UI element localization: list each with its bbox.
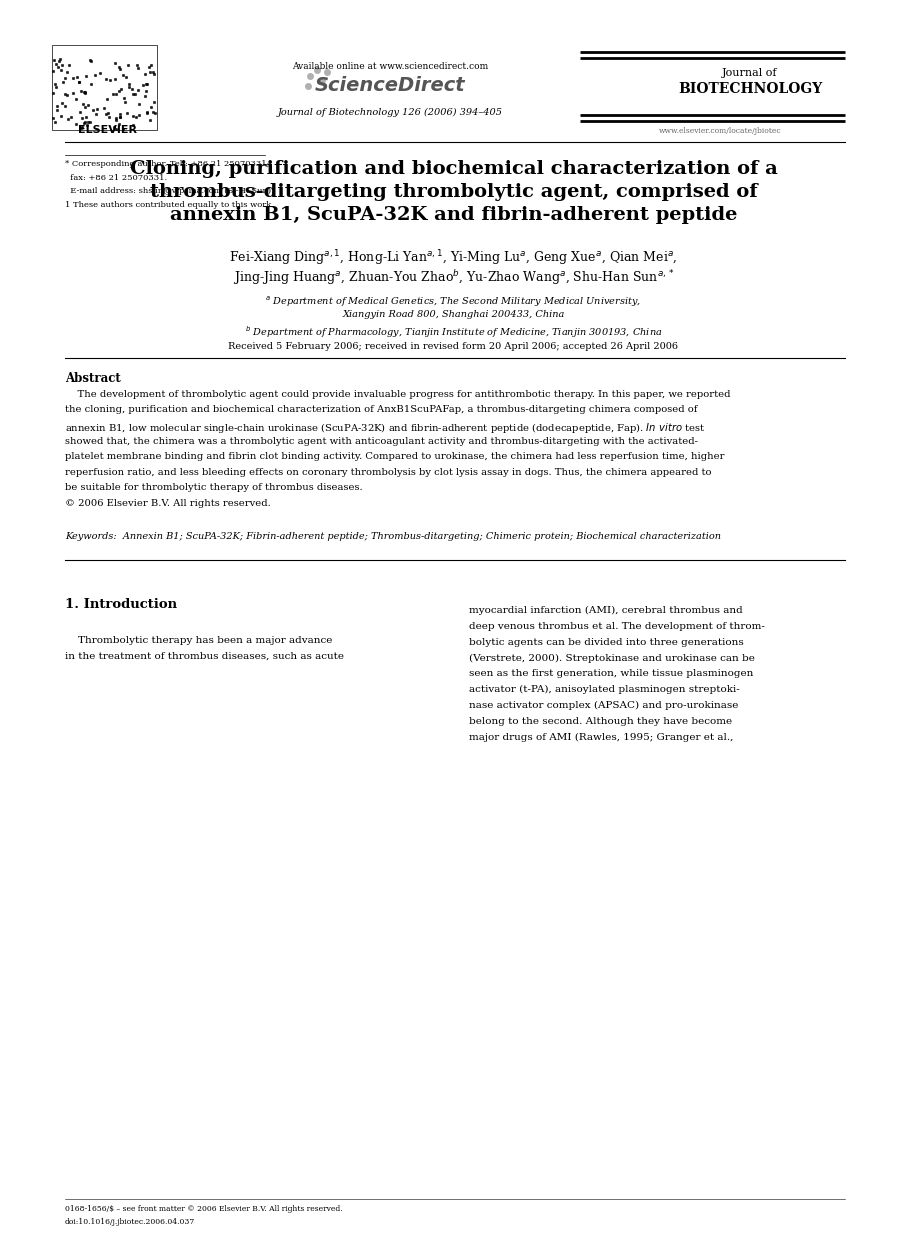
Text: $^{b}$ Department of Pharmacology, Tianjin Institute of Medicine, Tianjin 300193: $^{b}$ Department of Pharmacology, Tianj…: [245, 324, 662, 340]
Text: deep venous thrombus et al. The development of throm-: deep venous thrombus et al. The developm…: [469, 622, 765, 631]
Text: Available online at www.sciencedirect.com: Available online at www.sciencedirect.co…: [292, 62, 488, 71]
Text: Journal of: Journal of: [722, 68, 777, 78]
Text: ScienceDirect: ScienceDirect: [315, 75, 465, 95]
Text: Journal of Biotechnology 126 (2006) 394–405: Journal of Biotechnology 126 (2006) 394–…: [278, 108, 502, 118]
Text: * Corresponding author. Tel.: +86 21 25070331;: * Corresponding author. Tel.: +86 21 250…: [65, 160, 269, 168]
Text: 1 These authors contributed equally to this work.: 1 These authors contributed equally to t…: [65, 200, 274, 209]
Text: Xiangyin Road 800, Shanghai 200433, China: Xiangyin Road 800, Shanghai 200433, Chin…: [342, 310, 565, 319]
Text: the cloning, purification and biochemical characterization of AnxB1ScuPAFap, a t: the cloning, purification and biochemica…: [65, 406, 697, 414]
Text: ELSEVIER: ELSEVIER: [78, 125, 137, 135]
Bar: [52, 45, 157, 130]
Text: fax: +86 21 25070331.: fax: +86 21 25070331.: [65, 173, 167, 182]
Text: in the treatment of thrombus diseases, such as acute: in the treatment of thrombus diseases, s…: [65, 652, 344, 661]
Text: © 2006 Elsevier B.V. All rights reserved.: © 2006 Elsevier B.V. All rights reserved…: [65, 499, 271, 507]
Text: 1. Introduction: 1. Introduction: [65, 597, 177, 611]
Text: annexin B1, low molecular single-chain urokinase (ScuPA-32K) and fibrin-adherent: annexin B1, low molecular single-chain u…: [65, 421, 706, 435]
Text: nase activator complex (APSAC) and pro-urokinase: nase activator complex (APSAC) and pro-u…: [469, 701, 738, 710]
Text: belong to the second. Although they have become: belong to the second. Although they have…: [469, 716, 732, 726]
Text: showed that, the chimera was a thrombolytic agent with anticoagulant activity an: showed that, the chimera was a thromboly…: [65, 437, 698, 445]
Text: Thrombolytic therapy has been a major advance: Thrombolytic therapy has been a major ad…: [65, 636, 332, 644]
Text: Keywords:  Annexin B1; ScuPA-32K; Fibrin-adherent peptide; Thrombus-ditargeting;: Keywords: Annexin B1; ScuPA-32K; Fibrin-…: [65, 532, 721, 541]
Text: reperfusion ratio, and less bleeding effects on coronary thrombolysis by clot ly: reperfusion ratio, and less bleeding eff…: [65, 468, 711, 476]
Text: E-mail address: shsun@vipsina.com (S.-H. Sun).: E-mail address: shsun@vipsina.com (S.-H.…: [65, 187, 274, 195]
Text: thrombus-ditargeting thrombolytic agent, comprised of: thrombus-ditargeting thrombolytic agent,…: [150, 183, 757, 200]
Text: Jing-Jing Huang$^{a}$, Zhuan-You Zhao$^{b}$, Yu-Zhao Wang$^{a}$, Shu-Han Sun$^{a: Jing-Jing Huang$^{a}$, Zhuan-You Zhao$^{…: [232, 268, 675, 287]
Text: bolytic agents can be divided into three generations: bolytic agents can be divided into three…: [469, 637, 743, 647]
Text: (Verstrete, 2000). Streptokinase and urokinase can be: (Verstrete, 2000). Streptokinase and uro…: [469, 653, 755, 663]
Text: platelet membrane binding and fibrin clot binding activity. Compared to urokinas: platelet membrane binding and fibrin clo…: [65, 452, 725, 461]
Text: Fei-Xiang Ding$^{a,1}$, Hong-Li Yan$^{a,1}$, Yi-Ming Lu$^{a}$, Geng Xue$^{a}$, Q: Fei-Xiang Ding$^{a,1}$, Hong-Li Yan$^{a,…: [229, 247, 678, 267]
Text: www.elsevier.com/locate/jbiotec: www.elsevier.com/locate/jbiotec: [658, 127, 781, 135]
Text: BIOTECHNOLOGY: BIOTECHNOLOGY: [678, 82, 822, 96]
Text: The development of thrombolytic agent could provide invaluable progress for anti: The development of thrombolytic agent co…: [65, 390, 730, 400]
Text: annexin B1, ScuPA-32K and fibrin-adherent peptide: annexin B1, ScuPA-32K and fibrin-adheren…: [170, 207, 737, 224]
Text: myocardial infarction (AMI), cerebral thrombus and: myocardial infarction (AMI), cerebral th…: [469, 606, 742, 615]
Text: doi:10.1016/j.jbiotec.2006.04.037: doi:10.1016/j.jbiotec.2006.04.037: [65, 1218, 195, 1226]
Text: Cloning, purification and biochemical characterization of a: Cloning, purification and biochemical ch…: [130, 160, 777, 178]
Text: seen as the first generation, while tissue plasminogen: seen as the first generation, while tiss…: [469, 669, 753, 678]
Text: 0168-1656/$ – see front matter © 2006 Elsevier B.V. All rights reserved.: 0168-1656/$ – see front matter © 2006 El…: [65, 1205, 343, 1213]
Text: Received 5 February 2006; received in revised form 20 April 2006; accepted 26 Ap: Received 5 February 2006; received in re…: [229, 341, 678, 351]
Text: Abstract: Abstract: [65, 372, 121, 385]
Text: be suitable for thrombolytic therapy of thrombus diseases.: be suitable for thrombolytic therapy of …: [65, 482, 363, 492]
Text: activator (t-PA), anisoylated plasminogen streptoki-: activator (t-PA), anisoylated plasminoge…: [469, 685, 739, 694]
Text: major drugs of AMI (Rawles, 1995; Granger et al.,: major drugs of AMI (Rawles, 1995; Grange…: [469, 732, 733, 741]
Text: $^{a}$ Department of Medical Genetics, The Second Military Medical University,: $^{a}$ Department of Medical Genetics, T…: [266, 294, 641, 309]
